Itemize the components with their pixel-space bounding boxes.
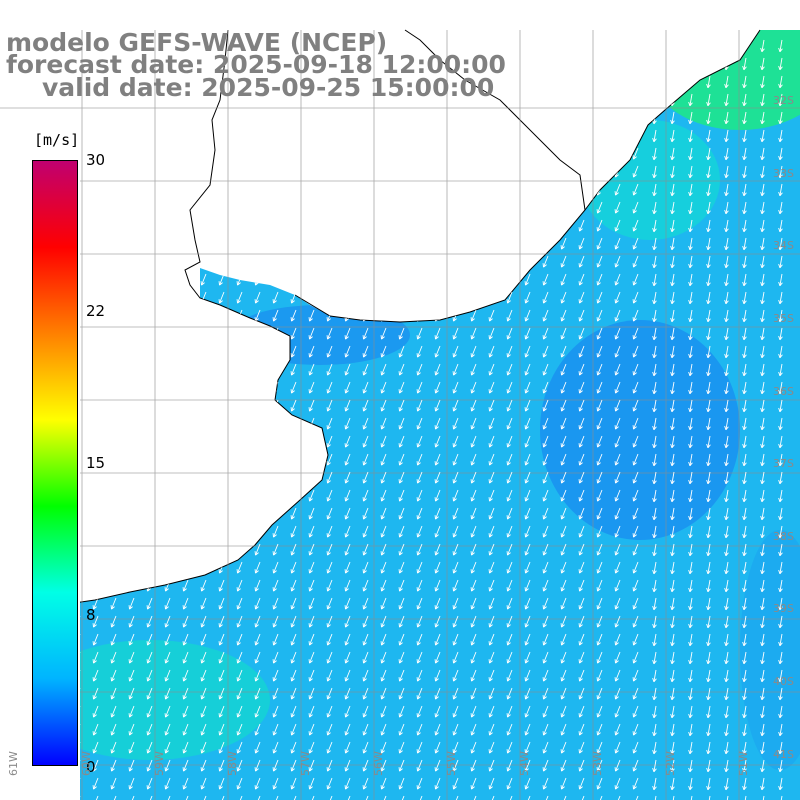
lat-label: 37S: [773, 457, 794, 470]
colorbar-tick-22: 22: [86, 302, 106, 320]
lat-label: 39S: [773, 602, 794, 615]
lon-label: 61W: [7, 751, 20, 776]
lon-label: 59W: [153, 751, 166, 776]
lon-label: 57W: [299, 751, 312, 776]
lat-label: 32S: [773, 94, 794, 107]
lon-label: 56W: [372, 751, 385, 776]
coastline-east: [584, 29, 761, 211]
colorbar-tick-15: 15: [86, 454, 106, 472]
lon-label: 58W: [226, 751, 239, 776]
lat-label: 35S: [773, 312, 794, 325]
lat-label: 38S: [773, 530, 794, 543]
colorbar-tick-30: 30: [86, 151, 106, 169]
lat-label: 36S: [773, 385, 794, 398]
lat-label: 34S: [773, 239, 794, 252]
lat-label: 40S: [773, 675, 794, 688]
forecast-date: forecast date: 2025-09-18 12:00:00: [6, 50, 506, 79]
lat-label: 41S: [773, 748, 794, 761]
graticule: [0, 30, 800, 800]
valid-date: valid date: 2025-09-25 15:00:00: [42, 73, 495, 102]
colorbar-tick-8: 8: [86, 606, 96, 624]
lon-label: 53W: [591, 751, 604, 776]
colorbar-gradient: [33, 161, 77, 765]
coastline-west: [17, 29, 329, 613]
lat-label: 33S: [773, 167, 794, 180]
lon-label: 54W: [518, 751, 531, 776]
lon-label: 55W: [445, 751, 458, 776]
colorbar-tick-0: 0: [86, 758, 96, 776]
colorbar-unit: [m/s]: [34, 131, 80, 149]
model-title: modelo GEFS-WAVE (NCEP): [6, 28, 388, 57]
lon-label: 51W: [737, 751, 750, 776]
lon-label: 52W: [664, 751, 677, 776]
colorbar: [32, 160, 78, 766]
lon-label: 60W: [80, 751, 93, 776]
